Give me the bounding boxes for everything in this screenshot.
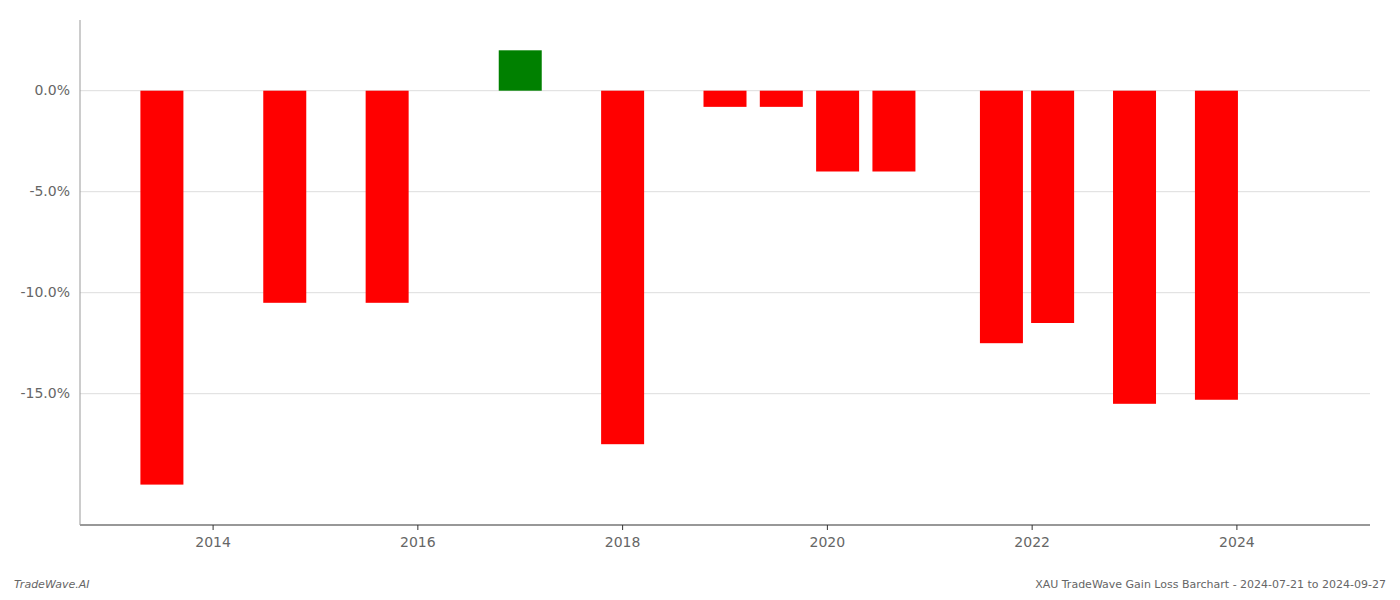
x-tick-label: 2018 bbox=[605, 534, 641, 550]
x-axis-line bbox=[80, 524, 1370, 525]
x-tick bbox=[417, 525, 418, 530]
x-tick bbox=[213, 525, 214, 530]
bar bbox=[140, 91, 183, 485]
x-tick-label: 2014 bbox=[195, 534, 231, 550]
bar bbox=[760, 91, 803, 107]
x-tick bbox=[827, 525, 828, 530]
x-tick bbox=[1236, 525, 1237, 530]
bar bbox=[872, 91, 915, 172]
bar bbox=[1113, 91, 1156, 404]
footer-text: XAU TradeWave Gain Loss Barchart - 2024-… bbox=[1035, 578, 1386, 591]
bar bbox=[601, 91, 644, 445]
x-tick bbox=[622, 525, 623, 530]
x-tick-label: 2016 bbox=[400, 534, 436, 550]
bar bbox=[366, 91, 409, 303]
bar bbox=[816, 91, 859, 172]
x-tick-label: 2024 bbox=[1219, 534, 1255, 550]
y-tick-label: 0.0% bbox=[34, 82, 70, 98]
bar bbox=[499, 50, 542, 90]
bars bbox=[140, 50, 1238, 484]
x-tick-label: 2020 bbox=[810, 534, 846, 550]
footer-text: TradeWave.AI bbox=[14, 578, 89, 591]
bar bbox=[704, 91, 747, 107]
chart: 0.0% -5.0% -10.0% -15.0% 2014 2016 2018 2020 202… bbox=[0, 0, 1400, 600]
y-tick-label: -10.0% bbox=[20, 284, 70, 300]
bar bbox=[980, 91, 1023, 344]
bar bbox=[1195, 91, 1238, 400]
grid-line bbox=[80, 393, 1370, 394]
x-tick-label: 2022 bbox=[1014, 534, 1050, 550]
y-tick-label: -5.0% bbox=[29, 183, 70, 199]
y-grid bbox=[80, 91, 1370, 394]
x-tick bbox=[1032, 525, 1033, 530]
y-tick-label: -15.0% bbox=[20, 385, 70, 401]
bar bbox=[1031, 91, 1074, 323]
y-axis-line bbox=[80, 20, 81, 525]
bar bbox=[263, 91, 306, 303]
